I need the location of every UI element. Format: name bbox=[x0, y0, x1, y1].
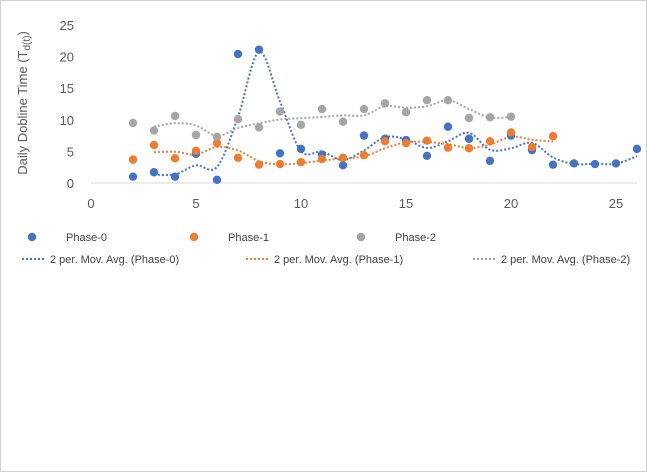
x-tick-label: 10 bbox=[294, 196, 308, 211]
data-point bbox=[128, 172, 138, 181]
data-point bbox=[485, 137, 495, 146]
x-tick-label: 20 bbox=[504, 196, 518, 211]
data-points bbox=[128, 45, 642, 185]
data-point bbox=[149, 140, 159, 150]
data-point bbox=[422, 96, 432, 105]
y-tick-label: 10 bbox=[60, 113, 74, 128]
svg-text:Daily Dobline Time (Td(t)): Daily Dobline Time (Td(t)) bbox=[15, 31, 33, 175]
legend-label: 2 per. Mov. Avg. (Phase-0) bbox=[50, 254, 179, 266]
y-tick-label: 20 bbox=[60, 50, 74, 65]
data-point bbox=[170, 172, 180, 181]
data-point bbox=[632, 144, 642, 154]
moving-average-line bbox=[153, 135, 554, 166]
data-point bbox=[170, 111, 180, 121]
data-point bbox=[191, 146, 201, 155]
legend-label: Phase-0 bbox=[66, 232, 107, 244]
legend-marker bbox=[27, 232, 37, 242]
data-point bbox=[443, 122, 453, 131]
data-point bbox=[611, 159, 621, 168]
data-point bbox=[212, 138, 222, 148]
data-point bbox=[128, 155, 138, 164]
data-point bbox=[464, 134, 474, 143]
data-point bbox=[359, 131, 369, 140]
data-point bbox=[296, 120, 306, 130]
data-point bbox=[464, 113, 474, 123]
x-tick-label: 0 bbox=[87, 196, 94, 211]
data-point bbox=[296, 157, 306, 167]
legend: Phase-0 Phase-1 Phase-2 2 per. Mov. Avg. (P… bbox=[22, 232, 630, 266]
legend-marker bbox=[189, 232, 199, 242]
data-point bbox=[254, 45, 264, 54]
data-point bbox=[422, 151, 432, 161]
data-point bbox=[191, 130, 201, 140]
data-point bbox=[338, 161, 348, 170]
data-point bbox=[233, 114, 243, 124]
data-point bbox=[317, 104, 327, 114]
data-point bbox=[275, 159, 285, 169]
y-tick-label: 0 bbox=[67, 176, 74, 191]
x-tick-label: 15 bbox=[399, 196, 413, 211]
data-point bbox=[254, 123, 264, 132]
data-point bbox=[401, 138, 411, 148]
data-point bbox=[149, 168, 159, 177]
data-point bbox=[212, 175, 222, 185]
data-point bbox=[275, 149, 285, 158]
data-point bbox=[233, 153, 243, 162]
legend-marker bbox=[356, 232, 366, 242]
legend-label: Phase-1 bbox=[228, 232, 269, 244]
data-point bbox=[128, 118, 138, 128]
data-point bbox=[569, 159, 579, 168]
legend-label: 2 per. Mov. Avg. (Phase-2) bbox=[501, 254, 630, 266]
data-point bbox=[548, 160, 558, 169]
data-point bbox=[338, 153, 348, 162]
y-axis-ticks: 0 5 10 15 20 25 bbox=[60, 18, 74, 191]
y-tick-label: 25 bbox=[60, 18, 74, 33]
data-point bbox=[506, 128, 516, 137]
data-point bbox=[485, 156, 495, 166]
data-point bbox=[212, 132, 222, 142]
x-axis-ticks: 0 5 10 15 20 25 bbox=[87, 196, 623, 211]
y-axis-title-close: ) bbox=[15, 31, 30, 35]
data-point bbox=[548, 132, 558, 141]
y-axis-title: Daily Dobline Time (Td(t)) bbox=[15, 31, 33, 175]
moving-average-line bbox=[153, 50, 638, 177]
data-point bbox=[254, 160, 264, 169]
data-point bbox=[401, 108, 411, 117]
data-point bbox=[317, 154, 327, 164]
moving-average-lines bbox=[153, 50, 638, 177]
legend-label: 2 per. Mov. Avg. (Phase-1) bbox=[274, 254, 403, 266]
data-point bbox=[275, 107, 285, 116]
y-tick-label: 5 bbox=[67, 144, 74, 159]
data-point bbox=[380, 99, 390, 108]
data-point bbox=[422, 136, 432, 145]
x-tick-label: 5 bbox=[192, 196, 199, 211]
data-point bbox=[485, 113, 495, 122]
data-point bbox=[527, 142, 537, 152]
data-point bbox=[443, 96, 453, 105]
data-point bbox=[338, 117, 348, 126]
data-point bbox=[359, 150, 369, 160]
x-tick-label: 25 bbox=[609, 196, 623, 211]
data-point bbox=[380, 137, 390, 146]
data-point bbox=[359, 104, 369, 114]
y-axis-title-subscript: d(t) bbox=[22, 36, 33, 51]
data-point bbox=[464, 144, 474, 153]
data-point bbox=[170, 154, 180, 163]
y-axis-title-main: Daily Dobline Time (T bbox=[15, 50, 30, 174]
data-point bbox=[296, 144, 306, 154]
data-point bbox=[590, 159, 600, 169]
legend-label: Phase-2 bbox=[395, 232, 436, 244]
data-point bbox=[233, 49, 243, 59]
y-tick-label: 15 bbox=[60, 81, 74, 96]
data-point bbox=[149, 126, 159, 135]
moving-average-line bbox=[153, 99, 512, 137]
data-point bbox=[506, 112, 516, 121]
data-point bbox=[443, 143, 453, 152]
